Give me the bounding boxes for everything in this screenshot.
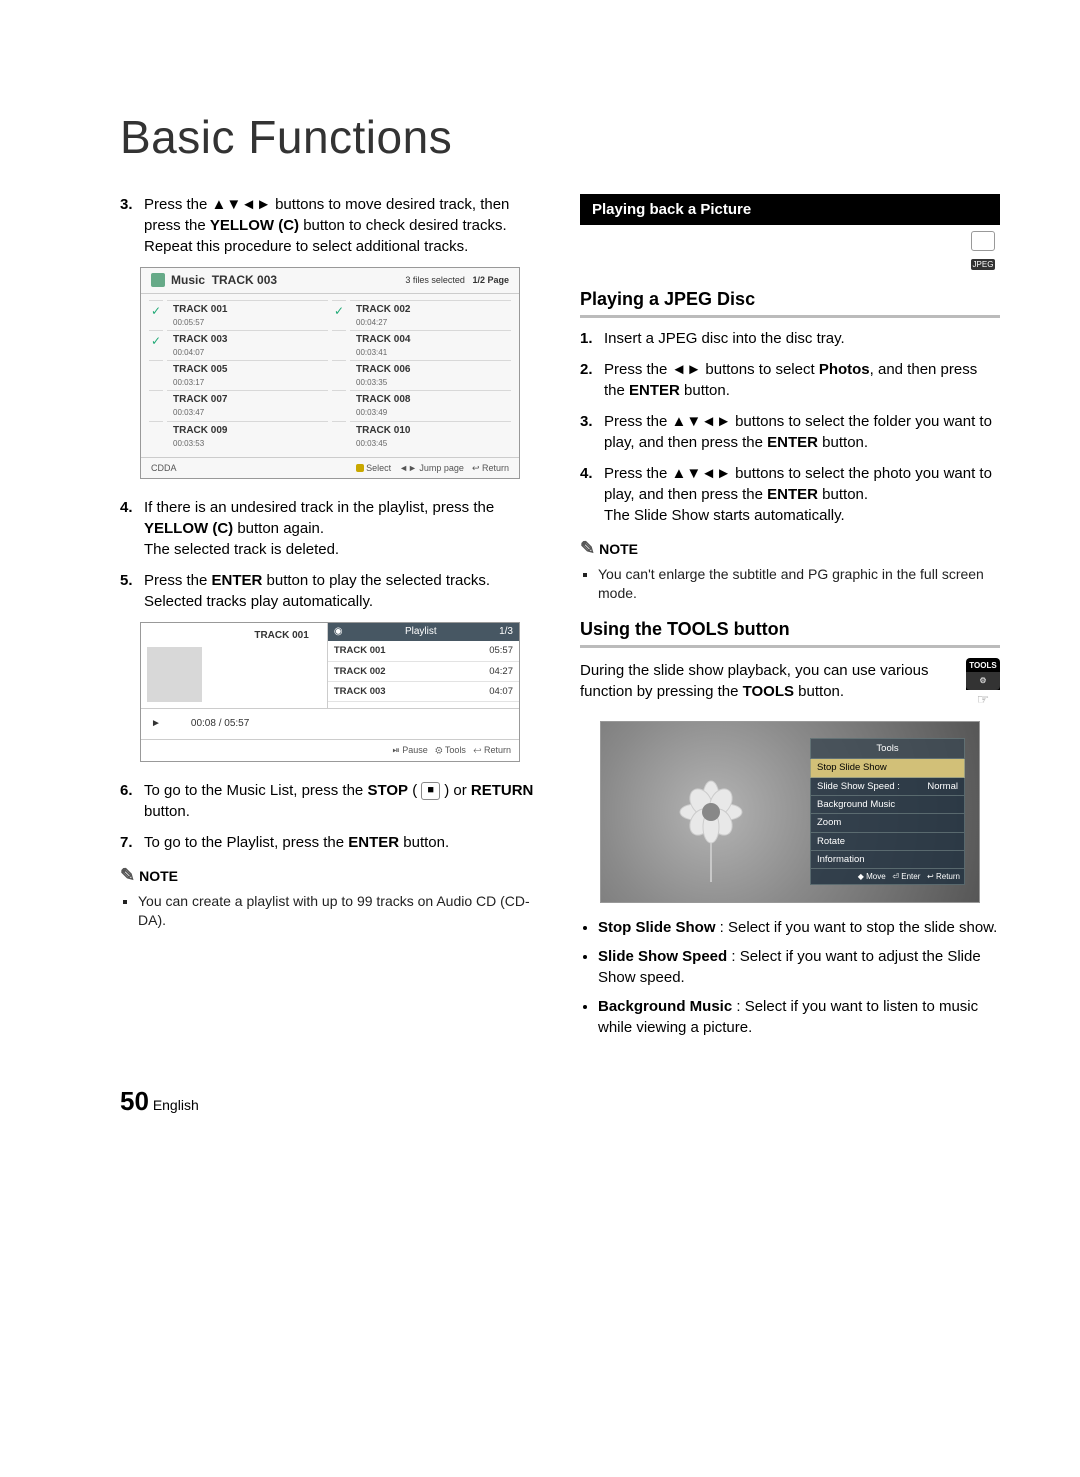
- tools-bullet-list: Stop Slide Show : Select if you want to …: [580, 917, 1000, 1038]
- step-7: 7. To go to the Playlist, press the ENTE…: [120, 832, 540, 853]
- note-item: You can create a playlist with up to 99 …: [138, 892, 540, 930]
- note-heading-right: ✎NOTE: [580, 536, 1000, 561]
- track-checkbox: [332, 330, 346, 360]
- step-6: 6. To go to the Music List, press the ST…: [120, 780, 540, 822]
- playlist-page: 1/3: [499, 625, 513, 639]
- right-column: Playing back a Picture JPEG Playing a JP…: [580, 194, 1000, 1046]
- playlist-row: TRACK 00204:27: [328, 662, 519, 682]
- footer-select: Select: [366, 463, 391, 473]
- jpeg-step-1: 1.Insert a JPEG disc into the disc tray.: [580, 328, 1000, 349]
- menu-move: Move: [866, 872, 886, 881]
- page-number: 50: [120, 1086, 149, 1116]
- track-checkbox: [332, 421, 346, 451]
- current-track: TRACK 003: [212, 273, 277, 287]
- track-cell: TRACK 00300:04:07: [167, 330, 328, 360]
- stop-icon: ■: [421, 782, 440, 799]
- manual-page: Basic Functions 3. Press the ▲▼◄► button…: [0, 0, 1080, 1177]
- page-footer: 50 English: [120, 1086, 1000, 1117]
- bullet-item: Stop Slide Show : Select if you want to …: [598, 917, 1000, 938]
- arrow-icons: ▲▼◄►: [212, 196, 271, 213]
- cdda-label: CDDA: [151, 462, 348, 475]
- playlist-row: TRACK 00304:07: [328, 682, 519, 702]
- now-playing-track: TRACK 001: [147, 629, 321, 643]
- album-art-placeholder: [147, 647, 202, 702]
- playlist-screenshot: TRACK 001 ◉ Playlist 1/3 TRACK 00105:57T…: [140, 622, 520, 762]
- tools-key-icon: ⚙: [966, 672, 1000, 690]
- jpeg-label: JPEG: [971, 259, 996, 270]
- footer-jump: Jump page: [419, 463, 464, 473]
- track-cell: TRACK 00800:03:49: [350, 390, 511, 420]
- playlist-header: Playlist: [343, 625, 500, 639]
- note-icon: ✎: [120, 865, 135, 885]
- jpeg-step-2: 2.Press the ◄► buttons to select Photos,…: [580, 359, 1000, 401]
- footer-pause: Pause: [402, 745, 428, 755]
- music-list-screenshot: Music TRACK 003 3 files selected 1/2 Pag…: [140, 267, 520, 479]
- tools-button-graphic: TOOLS ⚙ ☞: [966, 658, 1000, 709]
- track-cell: TRACK 00100:05:57: [167, 300, 328, 330]
- tools-menu-title: Tools: [810, 738, 965, 759]
- track-cell: TRACK 00400:03:41: [350, 330, 511, 360]
- progress-time: 00:08 / 05:57: [191, 717, 249, 731]
- left-column: 3. Press the ▲▼◄► buttons to move desire…: [120, 194, 540, 1046]
- tools-menu-item: Rotate: [810, 833, 965, 851]
- page-title: Basic Functions: [120, 110, 1000, 164]
- tools-menu: Tools Stop Slide ShowSlide Show Speed :N…: [810, 738, 965, 885]
- hand-icon: ☞: [966, 690, 1000, 710]
- subheading-jpeg: Playing a JPEG Disc: [580, 287, 1000, 318]
- note-heading-left: ✎NOTE: [120, 863, 540, 888]
- menu-enter: Enter: [901, 872, 920, 881]
- track-checkbox: [332, 390, 346, 420]
- playlist-row: TRACK 00105:57: [328, 641, 519, 661]
- step-4: 4. If there is an undesired track in the…: [120, 497, 540, 560]
- tools-menu-item: Stop Slide Show: [810, 759, 965, 777]
- tools-menu-screenshot: Tools Stop Slide ShowSlide Show Speed :N…: [600, 721, 980, 903]
- disc-icon: ◉: [334, 625, 343, 639]
- page-language: English: [153, 1097, 199, 1113]
- columns: 3. Press the ▲▼◄► buttons to move desire…: [120, 194, 1000, 1046]
- flower-graphic: [661, 772, 761, 882]
- track-checkbox: [149, 421, 163, 451]
- selected-count: 3 files selected: [405, 275, 465, 285]
- track-checkbox: [332, 360, 346, 390]
- jpeg-badge: JPEG: [966, 231, 1000, 273]
- footer-return-2: Return: [484, 745, 511, 755]
- track-cell: TRACK 01000:03:45: [350, 421, 511, 451]
- footer-tools: Tools: [445, 745, 466, 755]
- play-icon: ►: [151, 717, 161, 731]
- music-icon: [151, 273, 165, 287]
- menu-return: Return: [936, 872, 960, 881]
- track-checkbox: ✓: [332, 300, 346, 330]
- jpeg-step-4: 4.Press the ▲▼◄► buttons to select the p…: [580, 463, 1000, 526]
- track-cell: TRACK 00500:03:17: [167, 360, 328, 390]
- page-indicator: 1/2 Page: [472, 275, 509, 285]
- track-cell: TRACK 00200:04:27: [350, 300, 511, 330]
- note-icon: ✎: [580, 538, 595, 558]
- jpeg-step-3: 3.Press the ▲▼◄► buttons to select the f…: [580, 411, 1000, 453]
- photo-icon: [971, 231, 995, 251]
- tools-key-icon: ⚙: [435, 745, 442, 755]
- track-checkbox: [149, 390, 163, 420]
- bullet-item: Background Music : Select if you want to…: [598, 996, 1000, 1038]
- bullet-item: Slide Show Speed : Select if you want to…: [598, 946, 1000, 988]
- track-checkbox: ✓: [149, 330, 163, 360]
- section-bar: Playing back a Picture: [580, 194, 1000, 225]
- footer-return: Return: [482, 463, 509, 473]
- track-cell: TRACK 00700:03:47: [167, 390, 328, 420]
- track-checkbox: [149, 360, 163, 390]
- track-cell: TRACK 00600:03:35: [350, 360, 511, 390]
- tools-menu-item: Slide Show Speed :Normal: [810, 778, 965, 796]
- pause-key-icon: ⏯: [392, 745, 399, 755]
- music-label: Music: [171, 273, 205, 287]
- subheading-tools: Using the TOOLS button: [580, 617, 1000, 648]
- tools-menu-item: Background Music: [810, 796, 965, 814]
- tools-key-label: TOOLS: [966, 660, 1000, 671]
- track-cell: TRACK 00900:03:53: [167, 421, 328, 451]
- step-5: 5. Press the ENTER button to play the se…: [120, 570, 540, 612]
- tools-menu-item: Zoom: [810, 814, 965, 832]
- step-3: 3. Press the ▲▼◄► buttons to move desire…: [120, 194, 540, 257]
- track-checkbox: ✓: [149, 300, 163, 330]
- tools-menu-item: Information: [810, 851, 965, 869]
- note-item: You can't enlarge the subtitle and PG gr…: [598, 565, 1000, 603]
